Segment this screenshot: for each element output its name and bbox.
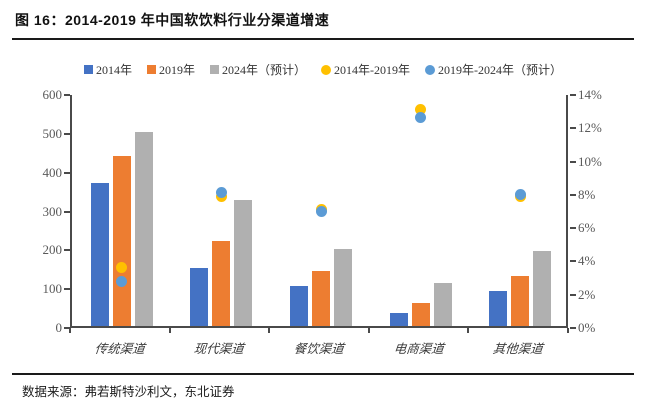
dot-2019年-2024年（预计）-传统渠道 (116, 275, 128, 287)
left-axis-tick (64, 132, 70, 135)
chart-area: 0 100 200 300 400 500 600 0% 2% 4% 6% 8% 10% 12% 14% 传… (0, 87, 646, 360)
left-axis-label: 100 (42, 281, 63, 297)
data-source-note: 数据来源：弗若斯特沙利文，东北证券 (22, 385, 235, 399)
category-label-现代渠道: 现代渠道 (193, 342, 245, 356)
legend-dot-2014-2019-icon (321, 64, 332, 75)
legend-label: 2014年-2019年 (334, 63, 411, 77)
left-axis-label: 400 (42, 164, 63, 180)
legend-label: 2024年（预计） (222, 63, 307, 77)
x-axis-tick (268, 328, 271, 333)
legend-swatch-2019-icon (146, 65, 156, 74)
left-axis-label: 200 (42, 242, 63, 258)
bar-2024年（预计）-餐饮渠道 (334, 249, 352, 326)
footer-divider (12, 373, 634, 375)
right-axis-tick (570, 127, 576, 130)
dot-2019年-2024年（预计）-其他渠道 (514, 189, 526, 201)
category-label-传统渠道: 传统渠道 (93, 342, 146, 356)
left-axis-label: 0 (55, 320, 63, 335)
x-axis-tick (467, 328, 470, 333)
right-axis-label: 4% (578, 253, 596, 269)
bar-2019年-传统渠道 (112, 156, 131, 326)
bar-2024年（预计）-传统渠道 (134, 132, 153, 326)
legend-item-cagr-2014-2019: 2014年-2019年 (321, 61, 410, 78)
category-label-其他渠道: 其他渠道 (492, 342, 544, 356)
left-axis-label: 600 (42, 87, 63, 102)
dot-2019年-2024年（预计）-餐饮渠道 (315, 205, 327, 217)
x-axis-tick (367, 328, 370, 333)
chart-title: 图 16：2014-2019 年中国软饮料行业分渠道增速 (15, 12, 330, 28)
legend-label: 2019年 (158, 63, 195, 77)
bar-2024年（预计）-现代渠道 (234, 200, 253, 326)
right-axis-label: 2% (578, 286, 596, 302)
title-divider (12, 38, 634, 40)
right-axis-tick (570, 94, 576, 96)
left-axis-label: 500 (42, 125, 63, 141)
dot-2014年-2019年-传统渠道 (116, 262, 128, 274)
category-label-餐饮渠道: 餐饮渠道 (293, 342, 345, 356)
right-axis-label: 10% (578, 153, 602, 169)
bar-2014年-现代渠道 (190, 268, 209, 326)
right-axis-label: 0% (578, 320, 596, 335)
right-axis-tick (570, 227, 576, 230)
legend-swatch-2014-icon (83, 65, 93, 74)
right-axis-label: 6% (578, 220, 596, 236)
bar-2019年-现代渠道 (212, 241, 231, 326)
dot-2019年-2024年（预计）-现代渠道 (215, 187, 227, 199)
right-axis-label: 12% (578, 120, 602, 136)
bar-2014年-其他渠道 (489, 291, 508, 326)
right-axis-tick (570, 160, 576, 163)
bar-2014年-电商渠道 (389, 313, 408, 326)
left-axis-label: 300 (42, 203, 63, 219)
legend-item-cagr-2019-2024: 2019年-2024年（预计） (425, 61, 562, 78)
bar-2019年-电商渠道 (411, 303, 430, 326)
category-label-电商渠道: 电商渠道 (392, 342, 445, 356)
bar-2024年（预计）-其他渠道 (533, 251, 552, 326)
bar-2014年-餐饮渠道 (290, 286, 308, 326)
dot-2019年-2024年（预计）-电商渠道 (415, 112, 427, 124)
legend-item-2019: 2019年 (146, 61, 195, 78)
right-axis-tick (570, 260, 576, 263)
bar-2014年-传统渠道 (90, 183, 109, 326)
x-axis-tick (168, 328, 171, 333)
dot-2014年-2019年-电商渠道 (415, 104, 427, 116)
right-axis-tick (570, 327, 576, 329)
legend-swatch-2024e-icon (210, 65, 219, 74)
legend-item-2014: 2014年 (83, 61, 132, 78)
right-axis-label: 8% (578, 186, 596, 202)
left-axis-tick (64, 288, 70, 291)
plot-area (70, 95, 568, 328)
left-axis-tick (64, 327, 70, 329)
left-axis-tick (64, 171, 70, 174)
legend-label: 2019年-2024年（预计） (438, 63, 563, 77)
left-axis-tick (64, 249, 70, 252)
right-axis-tick (570, 193, 576, 196)
x-axis-tick (567, 328, 569, 333)
bar-2019年-其他渠道 (511, 276, 530, 326)
chart-legend: 2014年 2019年 2024年（预计） 2014年-2019年 2019年-… (0, 61, 646, 78)
bar-2024年（预计）-电商渠道 (433, 283, 452, 326)
x-axis-tick (69, 328, 71, 333)
right-axis-label: 14% (578, 87, 602, 102)
right-axis-tick (570, 293, 576, 296)
legend-dot-2019-2024-icon (425, 64, 436, 75)
bar-2019年-餐饮渠道 (312, 271, 330, 326)
legend-item-2024e: 2024年（预计） (210, 61, 306, 78)
left-axis-tick (64, 94, 70, 96)
left-axis-tick (64, 210, 70, 213)
legend-label: 2014年 (95, 63, 132, 77)
